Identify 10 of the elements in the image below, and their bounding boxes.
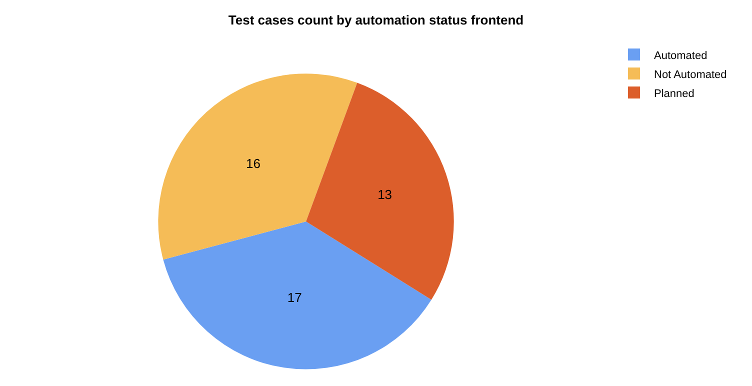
legend-label: Not Automated [654, 68, 727, 81]
pie-slice [306, 82, 454, 300]
data-label: 17 [287, 290, 302, 306]
pie-slice [158, 74, 358, 260]
data-label: 13 [378, 187, 392, 202]
legend-label: Planned [654, 88, 694, 100]
data-label: 16 [246, 156, 261, 172]
pie-slice [163, 221, 432, 370]
chart-title: Test cases count by automation status frontend [228, 12, 524, 28]
legend-label: Automated [654, 50, 708, 62]
